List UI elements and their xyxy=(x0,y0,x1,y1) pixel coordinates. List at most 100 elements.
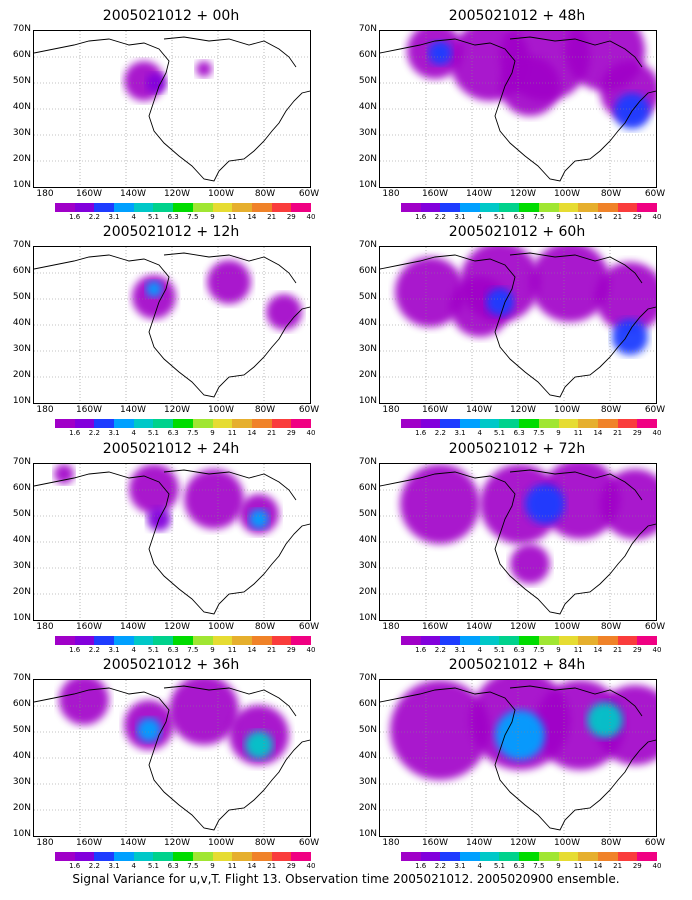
latitude-label: 20N xyxy=(12,587,31,597)
colorbar-label: 6.3 xyxy=(513,646,525,654)
variance-blob xyxy=(196,61,212,77)
longitude-label: 60W xyxy=(298,189,320,199)
longitude-label: 120W xyxy=(163,405,191,415)
latitude-label: 50N xyxy=(12,292,31,302)
longitude-label: 100W xyxy=(553,838,581,848)
colorbar-swatch xyxy=(251,852,272,861)
colorbar-label: 4 xyxy=(131,213,136,221)
colorbar-label: 3.1 xyxy=(108,646,120,654)
colorbar-label: 3.1 xyxy=(454,862,466,870)
colorbar-swatch xyxy=(192,852,213,861)
latitude-label: 50N xyxy=(12,725,31,735)
colorbar-swatch xyxy=(479,852,500,861)
colorbar-label: 3.1 xyxy=(454,213,466,221)
colorbar-label: 9 xyxy=(210,429,215,437)
colorbar-label: 1.6 xyxy=(69,429,81,437)
colorbar-label: 5.1 xyxy=(493,862,506,870)
colorbar-swatch xyxy=(212,852,233,861)
variance-blob xyxy=(146,281,162,297)
colorbar-swatch xyxy=(420,852,441,861)
panel-title: 2005021012 + 48h xyxy=(448,8,586,24)
coastline xyxy=(163,252,297,284)
colorbar-swatch xyxy=(499,852,520,861)
panel-title: 2005021012 + 12h xyxy=(102,224,240,240)
longitude-label: 180 xyxy=(36,189,54,199)
colorbar-swatch xyxy=(114,419,134,428)
latitude-label: 70N xyxy=(358,457,377,467)
colorbar-label: 9 xyxy=(210,862,215,870)
longitude-label: 60W xyxy=(298,405,320,415)
colorbar-swatch xyxy=(291,203,311,212)
colorbar-label: 11 xyxy=(573,862,583,870)
coastline xyxy=(509,36,643,68)
colorbar-swatch xyxy=(617,419,638,428)
colorbar-label: 14 xyxy=(247,646,257,654)
longitude-label: 140W xyxy=(465,838,493,848)
longitude-label: 80W xyxy=(254,622,276,632)
panel-title: 2005021012 + 72h xyxy=(448,441,586,457)
colorbar-label: 21 xyxy=(613,646,623,654)
colorbar-swatch xyxy=(251,636,272,645)
latitude-label: 40N xyxy=(12,102,31,112)
colorbar-swatch xyxy=(271,419,292,428)
colorbar-label: 1.6 xyxy=(415,429,427,437)
latitude-label: 30N xyxy=(358,128,377,138)
colorbar-swatch xyxy=(153,419,174,428)
colorbar-swatch xyxy=(114,852,134,861)
colorbar-swatch xyxy=(232,636,252,645)
colorbar-swatch xyxy=(440,419,461,428)
colorbar-label: 7.5 xyxy=(187,646,199,654)
colorbar-label: 4 xyxy=(477,429,482,437)
map-frame xyxy=(379,30,657,188)
colorbar-swatch xyxy=(173,852,193,861)
colorbar xyxy=(401,852,657,861)
colorbar-swatch xyxy=(519,203,539,212)
colorbar-label: 9 xyxy=(556,429,561,437)
colorbar-label: 3.1 xyxy=(108,213,120,221)
variance-blob xyxy=(266,294,302,330)
colorbar-swatch xyxy=(519,852,539,861)
colorbar-label: 11 xyxy=(573,213,583,221)
latitude-label: 10N xyxy=(358,396,377,406)
figure-caption: Signal Variance for u,v,T. Flight 13. Ob… xyxy=(72,872,620,886)
colorbar-label: 1.6 xyxy=(69,862,81,870)
longitude-label: 60W xyxy=(644,405,666,415)
colorbar xyxy=(55,203,311,212)
colorbar-label: 29 xyxy=(286,862,296,870)
longitude-label: 180 xyxy=(382,405,400,415)
colorbar-label: 7.5 xyxy=(187,429,199,437)
longitude-label: 140W xyxy=(119,622,147,632)
colorbar-label: 6.3 xyxy=(167,213,179,221)
colorbar-label: 21 xyxy=(613,213,623,221)
latitude-label: 20N xyxy=(358,154,377,164)
colorbar xyxy=(55,419,311,428)
colorbar-swatch xyxy=(420,203,441,212)
colorbar-label: 21 xyxy=(613,862,623,870)
map-canvas xyxy=(34,464,310,620)
colorbar-label: 2.2 xyxy=(88,429,100,437)
colorbar-swatch xyxy=(55,419,75,428)
colorbar-swatch xyxy=(173,419,193,428)
colorbar-label: 4 xyxy=(131,646,136,654)
map-canvas xyxy=(380,31,656,187)
longitude-label: 80W xyxy=(600,189,622,199)
colorbar-swatch xyxy=(153,636,174,645)
longitude-label: 140W xyxy=(119,189,147,199)
colorbar-swatch xyxy=(212,203,233,212)
longitude-label: 100W xyxy=(207,622,235,632)
colorbar-swatch xyxy=(440,203,461,212)
colorbar-label: 40 xyxy=(652,646,662,654)
longitude-label: 100W xyxy=(553,622,581,632)
variance-blob xyxy=(587,702,623,738)
colorbar-swatch xyxy=(94,203,115,212)
colorbar-label: 21 xyxy=(613,429,623,437)
coastline xyxy=(163,685,297,717)
colorbar-label: 3.1 xyxy=(454,429,466,437)
colorbar-label: 7.5 xyxy=(187,862,199,870)
map-frame xyxy=(33,30,311,188)
latitude-label: 30N xyxy=(12,561,31,571)
colorbar-swatch xyxy=(133,203,154,212)
colorbar-label: 2.2 xyxy=(434,213,446,221)
variance-blob xyxy=(137,718,161,742)
variance-blob xyxy=(207,260,251,304)
